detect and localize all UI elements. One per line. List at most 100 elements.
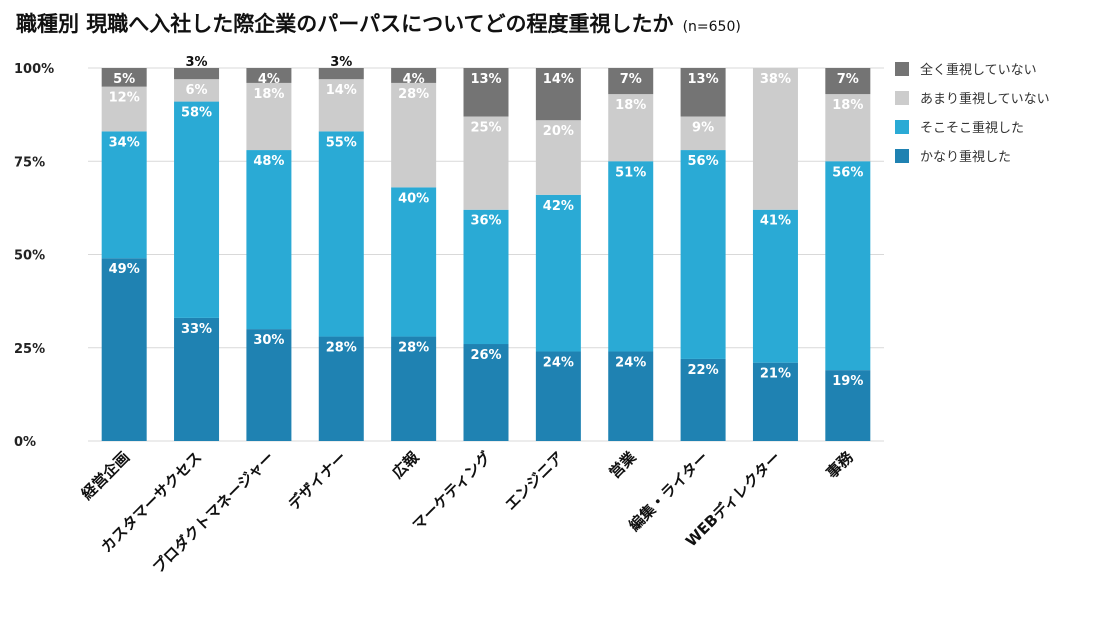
data-label: 3% [186, 55, 208, 70]
bar-segment [680, 68, 726, 117]
bar-segment [535, 68, 581, 121]
bar-segment [318, 336, 364, 441]
data-label: 5% [113, 72, 135, 87]
data-label: 28% [398, 341, 429, 356]
y-tick-label: 75% [14, 155, 45, 170]
bar-segment [246, 329, 292, 441]
data-label: 28% [326, 341, 357, 356]
x-tick-label: 事務 [823, 447, 858, 482]
data-label: 7% [837, 72, 859, 87]
data-label: 9% [692, 120, 714, 135]
chart-title: 職種別 現職へ入社した際企業のパーパスについてどの程度重視したか [16, 12, 674, 36]
x-tick-label: デザイナー [285, 448, 351, 514]
bar-segment [174, 79, 220, 102]
legend-swatch [895, 120, 909, 134]
data-label: 36% [470, 214, 501, 229]
x-tick-label: 営業 [606, 447, 641, 482]
bar-segment [463, 116, 509, 210]
legend-label: かなり重視した [920, 149, 1011, 165]
data-label: 20% [543, 124, 574, 139]
data-label: 30% [253, 333, 284, 348]
bar-segment [752, 68, 798, 210]
bar-segment [680, 358, 726, 441]
data-label: 56% [688, 154, 719, 169]
bar-segment [101, 86, 147, 132]
bar-segment [752, 362, 798, 441]
bar-segment [680, 116, 726, 151]
chart-subtitle: (n=650) [682, 19, 741, 35]
bar-segment [318, 79, 364, 132]
bar-segment [391, 336, 437, 441]
data-label: 28% [398, 87, 429, 102]
bar-segment [463, 68, 509, 117]
bar-segment [318, 68, 364, 80]
bar-segment [608, 68, 654, 95]
data-label: 22% [688, 363, 719, 378]
x-tick-label: エンジニア [501, 448, 567, 514]
data-label: 41% [760, 214, 791, 229]
bar-segment [608, 351, 654, 441]
x-tick-label: 経営企画 [78, 448, 133, 503]
data-label: 42% [543, 199, 574, 214]
bar-segment [535, 120, 581, 195]
bar-segment [825, 161, 871, 371]
data-label: 7% [620, 72, 642, 87]
data-label: 18% [832, 98, 863, 113]
bar-segment [535, 351, 581, 441]
data-label: 14% [326, 83, 357, 98]
bars [101, 68, 871, 441]
data-label: 13% [688, 72, 719, 87]
bar-segment [608, 94, 654, 162]
bar-segment [825, 68, 871, 95]
data-label: 4% [403, 72, 425, 87]
data-label: 6% [186, 83, 208, 98]
bar-segment [391, 68, 437, 83]
y-tick-label: 25% [14, 342, 45, 357]
data-label: 21% [760, 367, 791, 382]
bar-segment [101, 131, 147, 259]
data-label: 12% [109, 91, 140, 106]
data-label: 51% [615, 165, 646, 180]
x-tick-label: プロダクトマネージャー [149, 448, 278, 577]
bar-segment [825, 94, 871, 162]
data-label: 24% [615, 355, 646, 370]
y-axis: 0% 25% 50% 75% 100% [14, 62, 54, 450]
data-label: 19% [832, 374, 863, 389]
bar-segment [246, 82, 292, 151]
bar-segment [463, 344, 509, 441]
bar-segment [463, 209, 509, 345]
data-label: 25% [470, 120, 501, 135]
legend-label: あまり重視していない [920, 91, 1050, 107]
bar-segment [535, 194, 581, 352]
data-label: 18% [253, 87, 284, 102]
legend-swatch [895, 62, 909, 76]
data-label: 18% [615, 98, 646, 113]
bar-segment [246, 68, 292, 83]
data-label: 38% [760, 72, 791, 87]
legend-label: そこそこ重視した [920, 120, 1024, 136]
bar-segment [752, 209, 798, 363]
bar-segment [246, 150, 292, 330]
data-label: 13% [470, 72, 501, 87]
bar-segment [608, 161, 654, 352]
y-tick-label: 100% [14, 62, 54, 77]
legend-swatch [895, 91, 909, 105]
bar-segment [318, 131, 364, 337]
data-label: 3% [330, 55, 352, 70]
data-label: 33% [181, 322, 212, 337]
bar-segment [680, 150, 726, 359]
data-label: 58% [181, 106, 212, 121]
bar-segment [101, 258, 147, 441]
bar-segment [174, 317, 220, 441]
data-label: 26% [470, 348, 501, 363]
data-label: 14% [543, 72, 574, 87]
bar-segment [391, 82, 437, 188]
data-label: 4% [258, 72, 280, 87]
legend-label: 全く重視していない [920, 62, 1037, 78]
y-tick-label: 50% [14, 249, 45, 264]
data-label: 49% [109, 262, 140, 277]
data-labels: 49%34%12%5%33%58%6%3%30%48%18%4%28%55%14… [109, 55, 864, 389]
